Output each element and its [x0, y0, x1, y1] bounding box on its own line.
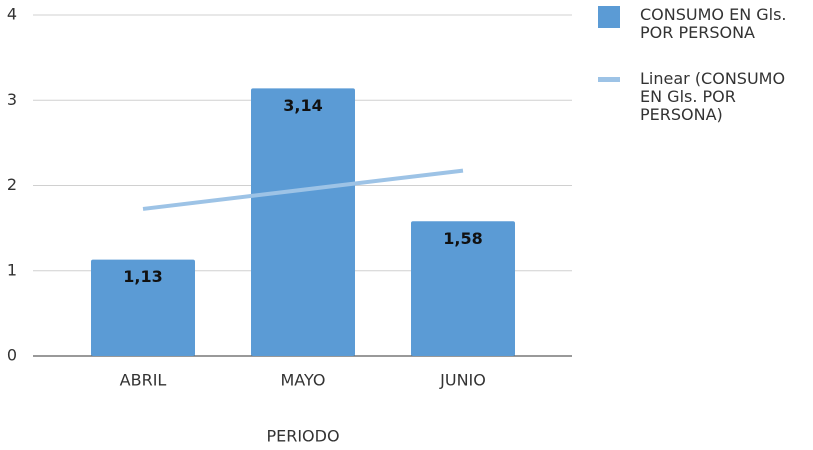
trend-line — [142, 168, 464, 211]
y-tick-label: 4 — [7, 5, 17, 24]
y-tick-label: 3 — [7, 90, 17, 109]
legend-entry: CONSUMO EN Gls. POR PERSONA — [598, 6, 810, 42]
legend-entry: Linear (CONSUMO EN Gls. POR PERSONA) — [598, 70, 810, 124]
bar — [251, 88, 355, 356]
legend-label: CONSUMO EN Gls. POR PERSONA — [640, 5, 787, 42]
y-tick-label: 0 — [7, 346, 17, 365]
bar — [91, 259, 195, 356]
legend-label: Linear (CONSUMO EN Gls. POR PERSONA) — [640, 69, 786, 124]
data-label: 1,58 — [443, 229, 482, 248]
legend-swatch — [598, 77, 620, 82]
bar — [411, 221, 515, 356]
data-label: 1,13 — [123, 267, 162, 286]
x-tick-label: JUNIO — [439, 371, 486, 390]
y-tick-label: 2 — [7, 175, 17, 194]
legend-swatch — [598, 6, 620, 28]
y-tick-label: 1 — [7, 260, 17, 279]
x-tick-label: MAYO — [281, 371, 326, 390]
x-axis-title: PERIODO — [266, 427, 339, 446]
data-label: 3,14 — [283, 96, 322, 115]
x-tick-label: ABRIL — [120, 371, 167, 390]
